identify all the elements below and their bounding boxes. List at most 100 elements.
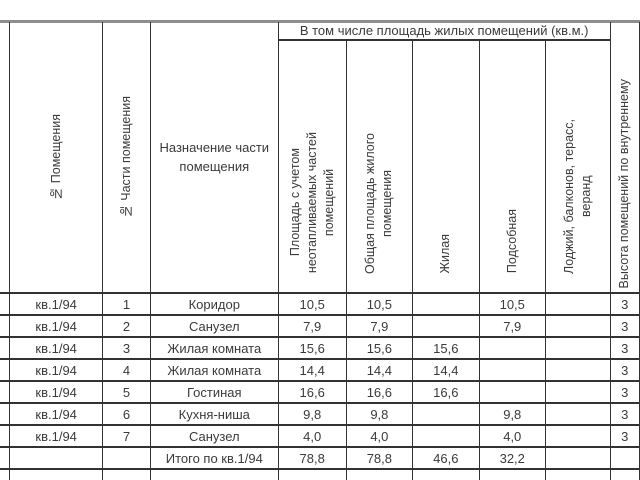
cell-height: 3 — [609, 358, 640, 382]
cell-loggia — [544, 402, 611, 426]
cell-loggia — [544, 336, 611, 360]
cell-area-incl-unheated-total: 78,8 — [277, 446, 347, 470]
cell-room: кв.1/94 — [9, 336, 104, 360]
cell-total-label: Итого по кв.1/94 — [149, 446, 279, 470]
cell-room: кв.1/94 — [9, 380, 104, 404]
cell-total-living-area: 4,0 — [345, 424, 414, 448]
cell-purpose: Гостиная — [149, 380, 279, 404]
cell-loggia — [544, 424, 611, 448]
column-header-loggias-balconies: Лоджий, балконов, терасс, веранд — [544, 39, 611, 294]
cell-height: 3 — [609, 380, 640, 404]
cell-area-incl-unheated: 16,6 — [277, 380, 347, 404]
cell-total-living-area: 16,6 — [345, 380, 414, 404]
cell-purpose: Санузел — [149, 424, 279, 448]
header-group-row: № Помещения № Части помещения Назначение… — [0, 22, 640, 294]
cell-part: 4 — [102, 358, 151, 382]
cell-part: 7 — [102, 424, 151, 448]
column-header-ceiling-height: Высота помещений по внутреннему — [609, 22, 640, 294]
cell-auxiliary: 4,0 — [478, 424, 546, 448]
cell-total-living-area: 7,9 — [345, 314, 414, 338]
cell-loggia — [544, 292, 611, 316]
total-row: Итого по кв.1/94 78,8 78,8 46,6 32,2 — [0, 446, 640, 470]
cell-area-incl-unheated: 4,0 — [277, 424, 347, 448]
cell-total-living-area: 15,6 — [345, 336, 414, 360]
column-group-header-living-areas: В том числе площадь жилых помещений (кв.… — [277, 22, 611, 42]
cell-total-living-area: 9,8 — [345, 402, 414, 426]
explication-table: № Помещения № Части помещения Назначение… — [0, 22, 640, 480]
cell-auxiliary — [478, 358, 546, 382]
cell-room: кв.1/94 — [9, 402, 104, 426]
column-header-living: Жилая — [412, 39, 480, 294]
cell-total-living-area: 10,5 — [345, 292, 414, 316]
cell-purpose: Санузел — [149, 314, 279, 338]
table-row: кв.1/94 1 Коридор 10,5 10,5 10,5 3 — [0, 292, 640, 316]
cell-part: 6 — [102, 402, 151, 426]
table-row: кв.1/94 7 Санузел 4,0 4,0 4,0 3 — [0, 424, 640, 448]
cell-auxiliary: 9,8 — [478, 402, 546, 426]
cell-living — [412, 314, 480, 338]
table-row: кв.1/94 3 Жилая комната 15,6 15,6 15,6 3 — [0, 336, 640, 360]
cell-room: кв.1/94 — [9, 424, 104, 448]
cell-height: 3 — [609, 314, 640, 338]
cell-height: 3 — [609, 336, 640, 360]
column-header-total-living-area: Общая площадь жилого помещения — [345, 39, 414, 294]
room-part-number-label: № Части помещения — [119, 95, 134, 219]
header-sub-row: Площадь с учетом неотапливаемых частей п… — [0, 39, 640, 294]
cropped-left-column — [0, 22, 10, 294]
column-header-room-number: № Помещения — [9, 22, 104, 294]
column-header-area-incl-unheated: Площадь с учетом неотапливаемых частей п… — [277, 39, 347, 294]
cell-part: 3 — [102, 336, 151, 360]
cell-auxiliary — [478, 380, 546, 404]
cell-part: 2 — [102, 314, 151, 338]
cell-part — [102, 446, 151, 470]
cell-auxiliary — [478, 336, 546, 360]
page-top-rule — [0, 20, 640, 23]
cell-total-living-area: 14,4 — [345, 358, 414, 382]
cell-part: 5 — [102, 380, 151, 404]
cell-area-incl-unheated: 9,8 — [277, 402, 347, 426]
cropped-bottom-row — [0, 468, 640, 480]
table-row: кв.1/94 4 Жилая комната 14,4 14,4 14,4 3 — [0, 358, 640, 382]
room-number-label: № Помещения — [48, 113, 63, 201]
cell-living: 16,6 — [412, 380, 480, 404]
cell-area-incl-unheated: 10,5 — [277, 292, 347, 316]
area-incl-unheated-label: Площадь с учетом неотапливаемых частей п… — [287, 132, 336, 274]
cell-living-total: 46,6 — [412, 446, 480, 470]
cell-purpose: Жилая комната — [149, 358, 279, 382]
cell-room — [9, 446, 104, 470]
table-row: кв.1/94 2 Санузел 7,9 7,9 7,9 3 — [0, 314, 640, 338]
cell-purpose: Коридор — [149, 292, 279, 316]
cell-part: 1 — [102, 292, 151, 316]
cell-height: 3 — [609, 292, 640, 316]
cell-area-incl-unheated: 15,6 — [277, 336, 347, 360]
cell-loggia — [544, 358, 611, 382]
cell-area-incl-unheated: 7,9 — [277, 314, 347, 338]
cell-living — [412, 292, 480, 316]
cell-area-incl-unheated: 14,4 — [277, 358, 347, 382]
column-header-room-part-number: № Части помещения — [102, 22, 151, 294]
living-label: Жилая — [438, 233, 453, 274]
cell-loggia — [544, 380, 611, 404]
cell-room: кв.1/94 — [9, 314, 104, 338]
cell-auxiliary-total: 32,2 — [478, 446, 546, 470]
cell-living — [412, 424, 480, 448]
cell-room: кв.1/94 — [9, 358, 104, 382]
cell-loggia-total — [544, 446, 611, 470]
cell-height-total — [609, 446, 640, 470]
cell-auxiliary: 7,9 — [478, 314, 546, 338]
total-living-area-label: Общая площадь жилого помещения — [363, 132, 395, 274]
cell-total-living-area-total: 78,8 — [345, 446, 414, 470]
table-row: кв.1/94 5 Гостиная 16,6 16,6 16,6 3 — [0, 380, 640, 404]
cell-room: кв.1/94 — [9, 292, 104, 316]
column-header-auxiliary: Подсобная — [478, 39, 546, 294]
cell-auxiliary: 10,5 — [478, 292, 546, 316]
table-row: кв.1/94 6 Кухня-ниша 9,8 9,8 9,8 3 — [0, 402, 640, 426]
loggias-balconies-label: Лоджий, балконов, терасс, веранд — [561, 118, 593, 274]
cell-living: 14,4 — [412, 358, 480, 382]
cell-purpose: Жилая комната — [149, 336, 279, 360]
cell-purpose: Кухня-ниша — [149, 402, 279, 426]
cell-height: 3 — [609, 402, 640, 426]
cell-loggia — [544, 314, 611, 338]
cell-living — [412, 402, 480, 426]
